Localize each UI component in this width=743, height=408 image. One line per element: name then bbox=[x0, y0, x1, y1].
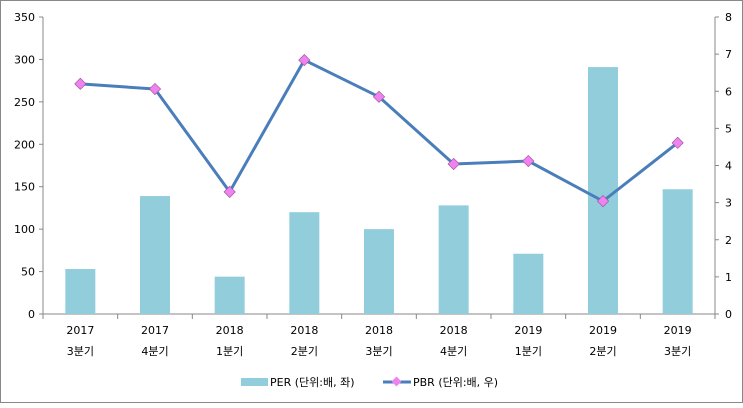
right-tick-label: 4 bbox=[725, 160, 732, 173]
x-tick-label-year: 2017 bbox=[141, 324, 169, 337]
left-tick-label: 250 bbox=[14, 96, 35, 109]
per-bar bbox=[214, 276, 245, 314]
pbr-marker bbox=[372, 90, 386, 103]
x-tick-label-quarter: 2분기 bbox=[291, 345, 318, 358]
pbr-marker bbox=[223, 185, 236, 198]
x-tick-label-quarter: 1분기 bbox=[216, 345, 243, 358]
right-tick-label: 3 bbox=[725, 197, 732, 210]
right-tick-label: 1 bbox=[725, 271, 732, 284]
right-tick-label: 7 bbox=[725, 48, 732, 61]
per-bar bbox=[662, 189, 693, 314]
x-tick-label-year: 2019 bbox=[589, 324, 617, 337]
pbr-marker bbox=[671, 136, 684, 149]
x-tick-label-quarter: 3분기 bbox=[365, 345, 392, 358]
per-bar bbox=[513, 253, 544, 314]
left-tick-label: 50 bbox=[21, 266, 35, 279]
x-tick-label-quarter: 4분기 bbox=[141, 345, 168, 358]
x-tick-label-year: 2019 bbox=[664, 324, 692, 337]
x-tick-label-year: 2017 bbox=[66, 324, 94, 337]
left-tick-label: 200 bbox=[14, 138, 35, 151]
per-bar bbox=[65, 269, 96, 314]
right-tick-label: 0 bbox=[725, 308, 732, 321]
left-tick-label: 350 bbox=[14, 11, 35, 24]
x-tick-label-year: 2018 bbox=[440, 324, 468, 337]
x-tick-label-year: 2018 bbox=[290, 324, 318, 337]
right-tick-label: 8 bbox=[725, 11, 732, 24]
x-tick-label-quarter: 2분기 bbox=[589, 345, 616, 358]
pbr-marker bbox=[447, 157, 460, 171]
legend-per-swatch bbox=[241, 378, 268, 386]
pbr-marker bbox=[298, 53, 311, 67]
legend-per-label: PER (단위:배, 좌) bbox=[270, 376, 355, 389]
x-tick-label-year: 2018 bbox=[365, 324, 393, 337]
right-tick-label: 2 bbox=[725, 234, 732, 247]
per-bar bbox=[289, 212, 320, 314]
x-tick-label-quarter: 1분기 bbox=[515, 345, 542, 358]
legend-pbr-label: PBR (단위:배, 우) bbox=[413, 376, 498, 389]
pbr-marker bbox=[596, 195, 610, 208]
left-tick-label: 300 bbox=[14, 53, 35, 66]
per-bar bbox=[588, 67, 618, 315]
left-tick-label: 150 bbox=[14, 181, 35, 194]
left-tick-label: 100 bbox=[14, 223, 35, 236]
x-tick-label-quarter: 4분기 bbox=[440, 345, 467, 358]
right-tick-label: 6 bbox=[725, 85, 732, 98]
left-tick-label: 0 bbox=[28, 308, 35, 321]
x-tick-label-quarter: 3분기 bbox=[67, 345, 94, 358]
x-tick-label-year: 2018 bbox=[216, 324, 244, 337]
x-tick-label-quarter: 3분기 bbox=[664, 345, 691, 358]
pbr-marker bbox=[74, 77, 87, 90]
per-bar bbox=[364, 229, 394, 314]
pbr-marker bbox=[148, 82, 162, 96]
right-tick-label: 5 bbox=[725, 122, 732, 135]
per-bar bbox=[438, 205, 469, 314]
pbr-marker bbox=[522, 154, 535, 168]
per-bar bbox=[140, 196, 170, 314]
legend-pbr-marker bbox=[391, 376, 402, 387]
x-tick-label-year: 2019 bbox=[514, 324, 542, 337]
